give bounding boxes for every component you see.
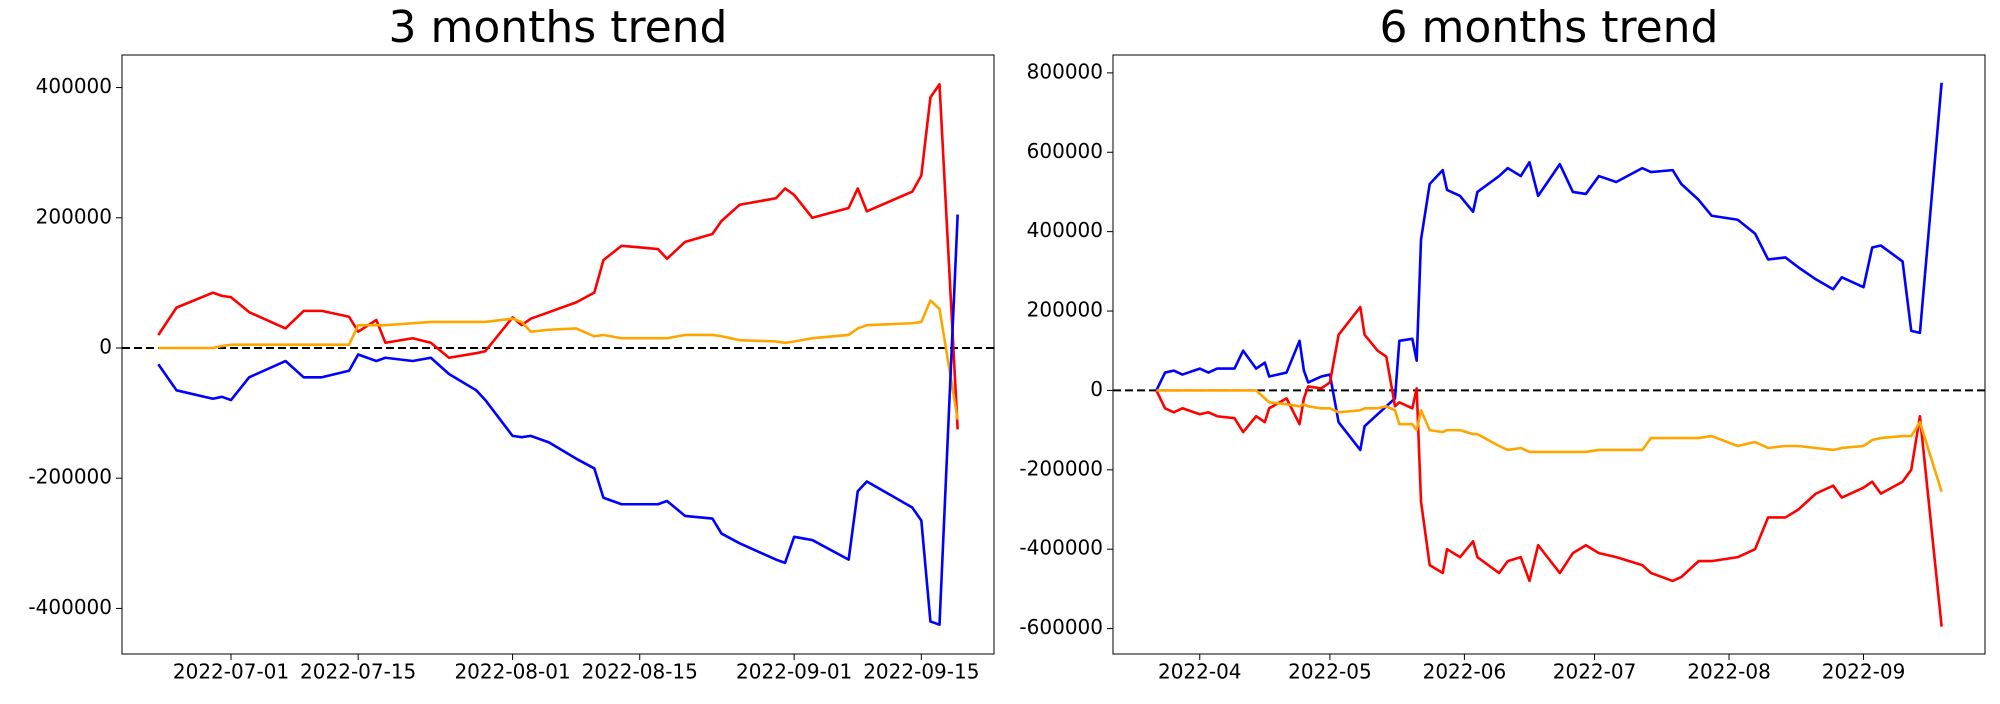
x-tick-label: 2022-08-01 (454, 660, 570, 684)
y-tick-label: 0 (99, 334, 112, 358)
series-line (1156, 389, 1943, 493)
x-tick-label: 2022-09-15 (863, 660, 979, 684)
chart-title: 3 months trend (389, 2, 728, 53)
x-tick-label: 2022-08-15 (582, 660, 698, 684)
series-line (1155, 82, 1943, 452)
y-tick-label: 200000 (36, 204, 112, 228)
plot-frame (121, 54, 995, 655)
series-line (158, 299, 959, 420)
x-tick-label: 2022-09 (1822, 660, 1906, 684)
y-tick-label: -400000 (28, 595, 112, 619)
plot-frame (1112, 54, 1986, 655)
y-tick-label: 400000 (1027, 218, 1103, 242)
y-tick-label: -400000 (1019, 536, 1103, 560)
y-tick-label: -600000 (1019, 615, 1103, 639)
x-tick-label: 2022-05 (1288, 660, 1372, 684)
y-tick-label: 200000 (1027, 298, 1103, 322)
x-tick-label: 2022-08 (1687, 660, 1771, 684)
x-tick-label: 2022-04 (1158, 660, 1242, 684)
y-tick-label: -200000 (28, 465, 112, 489)
chart-title: 6 months trend (1380, 2, 1719, 53)
y-tick-label: 600000 (1027, 139, 1103, 163)
series-line (157, 83, 959, 430)
x-tick-label: 2022-06 (1423, 660, 1507, 684)
y-tick-label: 800000 (1027, 59, 1103, 83)
y-tick-label: 0 (1090, 377, 1103, 401)
x-tick-label: 2022-07-01 (173, 660, 289, 684)
x-tick-label: 2022-07 (1553, 660, 1637, 684)
x-tick-label: 2022-07-15 (300, 660, 416, 684)
series-line (157, 214, 959, 626)
x-tick-label: 2022-09-01 (736, 660, 852, 684)
y-tick-label: 400000 (36, 74, 112, 98)
series-line (1155, 305, 1943, 627)
y-tick-label: -200000 (1019, 456, 1103, 480)
